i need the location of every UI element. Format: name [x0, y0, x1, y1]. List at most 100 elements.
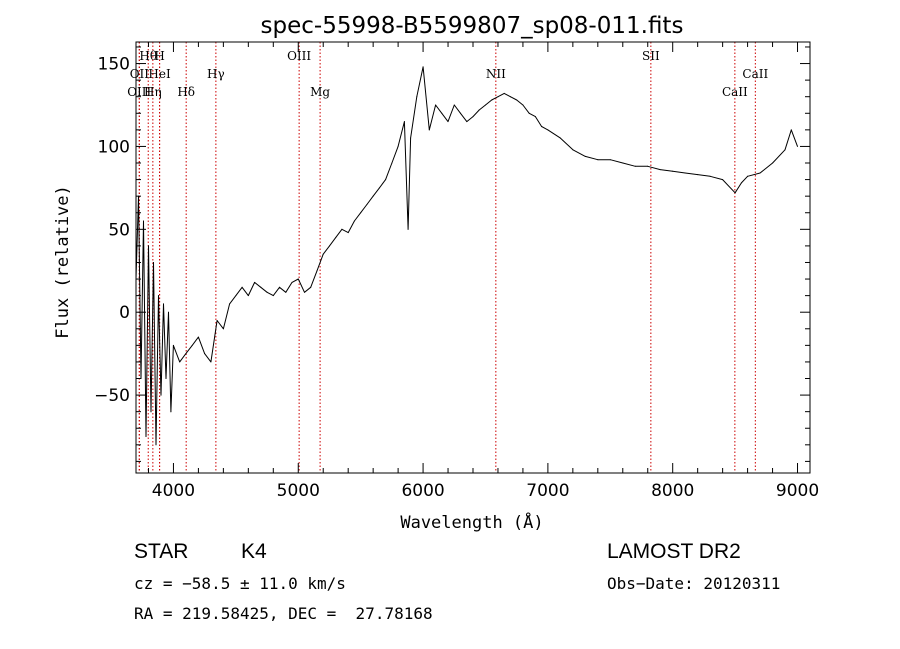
spectrum-point: [466, 121, 468, 123]
spectrum-point: [260, 286, 262, 288]
spectrum-point: [241, 286, 243, 288]
plot-frame: [135, 41, 811, 474]
spectrum-point: [407, 228, 409, 230]
spectrum-point: [472, 116, 474, 118]
x-tick-label: 9000: [776, 481, 819, 501]
spectrum-point: [559, 137, 561, 139]
spectrum-point: [191, 344, 193, 346]
spectrum-point: [140, 378, 142, 379]
spectrum-point: [697, 174, 699, 176]
spectrum-point: [279, 286, 280, 288]
spectrum-point: [572, 149, 574, 151]
spectrum-point: [285, 291, 287, 293]
spectrum-point: [143, 220, 144, 222]
spectrum-point: [410, 137, 412, 139]
spectrum-point: [158, 295, 159, 297]
spectrum-point: [547, 129, 549, 131]
y-tick-label: 150: [98, 55, 130, 75]
chart-title: spec-55998-B5599807_sp08-011.fits: [261, 13, 684, 39]
survey-name: LAMOST DR2: [607, 540, 741, 563]
spectrum-point: [216, 320, 218, 321]
spectrum-point: [360, 212, 362, 214]
spectrum-point: [516, 99, 518, 101]
spectrum-point: [341, 228, 343, 230]
spectrum-point: [453, 104, 455, 106]
spectrum-point: [734, 192, 736, 194]
spectrum-point: [759, 172, 761, 174]
spectrum-point: [509, 96, 511, 98]
spectrum-point: [503, 92, 505, 94]
spectrum-point: [441, 112, 443, 114]
redshift-cz: cz = −58.5 ± 11.0 km/s: [134, 574, 346, 593]
spectrum-point: [416, 96, 418, 98]
spectral-line-label: OIII: [287, 49, 311, 63]
y-tick-label: −50: [94, 386, 130, 406]
spectrum-point: [634, 165, 636, 167]
spectrum-point: [422, 66, 424, 68]
spectrum-point: [740, 182, 742, 184]
spectrum-point: [790, 129, 792, 131]
x-tick-label: 5000: [277, 481, 320, 501]
spectral-line-label: NII: [486, 67, 506, 81]
spectrum-point: [709, 175, 711, 177]
spectrum-point: [168, 311, 169, 313]
spectrum-point: [335, 237, 337, 239]
spectrum-point: [148, 245, 149, 247]
spectrum-point: [197, 336, 199, 338]
spectrum-point: [541, 126, 543, 127]
spectrum-line: [135, 66, 798, 446]
axes-frame: [135, 41, 811, 474]
spectrum-point: [322, 253, 324, 255]
spectrum-point: [204, 353, 206, 355]
spectrum-point: [372, 195, 374, 197]
spectrum-point: [403, 121, 405, 123]
spectrum-point: [272, 295, 274, 297]
spectrum-point: [145, 436, 147, 437]
spectrum-point: [391, 162, 393, 164]
spectrum-point: [347, 232, 349, 234]
spectrum-point: [172, 344, 174, 346]
spectrum-point: [160, 394, 162, 396]
spectrum-point: [179, 361, 181, 363]
spectrum-series: [135, 66, 798, 446]
spectral-line-label: Hγ: [207, 67, 225, 81]
spectrum-point: [229, 303, 231, 305]
x-tick-label: 8000: [651, 481, 694, 501]
spectrum-point: [460, 112, 461, 114]
object-subclass: K4: [241, 540, 267, 563]
x-tick-label: 7000: [526, 481, 569, 501]
spectrum-point: [528, 112, 530, 114]
spectrum-point: [165, 378, 167, 379]
spectrum-point: [150, 411, 152, 413]
spectrum-point: [584, 155, 586, 157]
spectrum-point: [235, 295, 237, 297]
y-tick-label: 50: [108, 220, 130, 240]
spectrum-point: [155, 444, 157, 446]
spectrum-point: [435, 104, 437, 106]
spectrum-point: [366, 204, 368, 205]
spectral-line-label: SII: [642, 49, 660, 63]
spectrum-point: [353, 220, 355, 222]
spectrum-point: [138, 195, 139, 197]
spectrum-point: [385, 179, 387, 181]
spectrum-point: [447, 121, 449, 123]
spectrum-point: [185, 353, 187, 355]
spectrum-point: [497, 96, 499, 98]
coordinates: RA = 219.58425, DEC = 27.78168: [134, 604, 433, 623]
spectral-line-label: CaII: [742, 67, 768, 81]
spectral-line-label: Mg: [310, 85, 330, 99]
spectral-line-label: CaII: [722, 85, 748, 99]
spectral-line-label: Hη: [144, 85, 162, 99]
spectrum-point: [135, 278, 137, 280]
spectrum-point: [478, 109, 480, 111]
spectrum-point: [291, 281, 293, 283]
spectrum-point: [622, 162, 624, 164]
spectrum-point: [659, 169, 661, 171]
spectrum-point: [170, 411, 172, 413]
spectral-line-label: OIII: [127, 85, 151, 99]
y-tick-label: 100: [98, 137, 130, 157]
spectrum-point: [485, 104, 486, 106]
object-type: STAR: [134, 540, 189, 563]
